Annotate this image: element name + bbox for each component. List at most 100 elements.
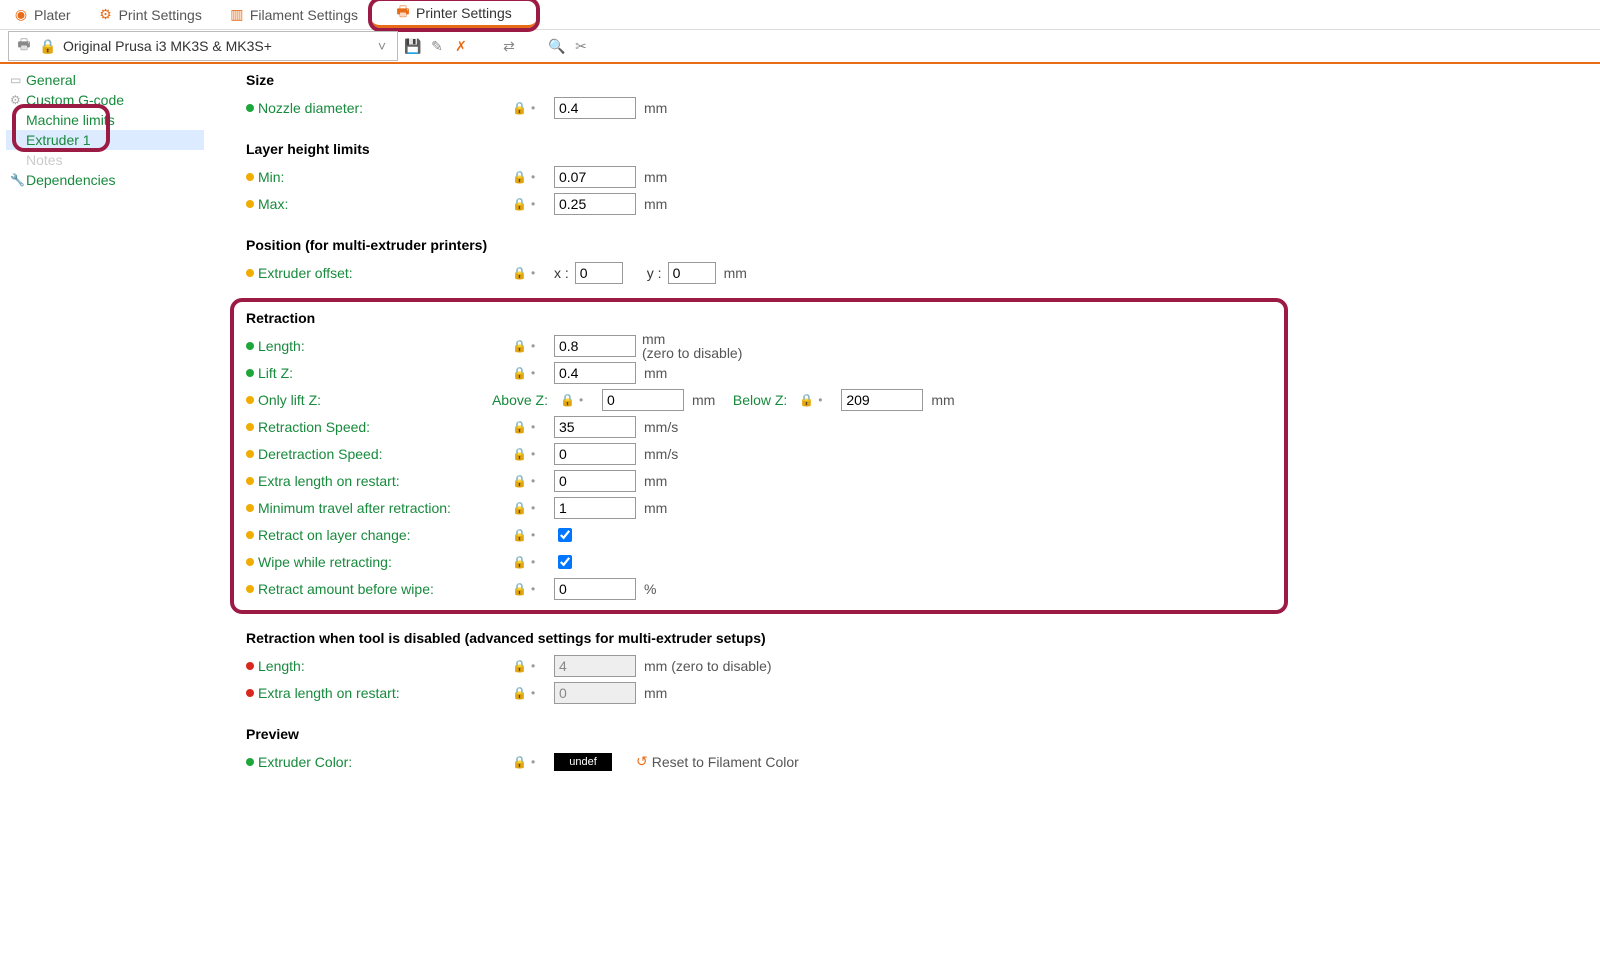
unit-length: mm (zero to disable): [642, 332, 742, 360]
unit-mms: mm/s: [644, 419, 678, 435]
min-travel-input[interactable]: [554, 497, 636, 519]
row-retr-speed: Retraction Speed: 🔒• mm/s: [246, 413, 1272, 440]
liftz-input[interactable]: [554, 362, 636, 384]
sidebar-item-extruder1[interactable]: Extruder 1: [6, 130, 204, 150]
reset-dot-icon[interactable]: •: [531, 528, 535, 542]
row-extra-restart2: Extra length on restart: 🔒• mm: [246, 679, 1584, 706]
unit-mm: mm: [644, 196, 667, 212]
wipe-checkbox[interactable]: [558, 555, 572, 569]
lock-icon[interactable]: 🔒: [512, 686, 527, 700]
sidebar-notes-label: Notes: [26, 152, 63, 168]
preset-select[interactable]: 🖶 🔒 Original Prusa i3 MK3S & MK3S+ ˅: [8, 31, 398, 61]
lock-icon[interactable]: 🔒: [512, 474, 527, 488]
lock-icon[interactable]: 🔒: [512, 420, 527, 434]
reset-dot-icon[interactable]: •: [531, 582, 535, 596]
tab-printer-settings[interactable]: 🖶 Printer Settings: [372, 1, 536, 28]
reset-dot-icon[interactable]: •: [531, 555, 535, 569]
bullet-icon: [246, 396, 254, 404]
sidebar-item-dependencies[interactable]: 🔧 Dependencies: [6, 170, 204, 190]
min-input[interactable]: [554, 166, 636, 188]
reset-dot-icon[interactable]: •: [531, 366, 535, 380]
retr-speed-input[interactable]: [554, 416, 636, 438]
plater-icon: ◉: [14, 8, 28, 22]
nozzle-input[interactable]: [554, 97, 636, 119]
lock-icon[interactable]: 🔒: [512, 755, 527, 769]
unit-mm: mm: [644, 500, 667, 516]
row-extruder-color: Extruder Color: 🔒• undef ↺ Reset to Fila…: [246, 748, 1584, 775]
sidebar: ▭ General ⚙ Custom G-code Machine limits…: [0, 64, 210, 815]
lock-icon[interactable]: 🔒: [512, 528, 527, 542]
spool-icon: ▥: [230, 8, 244, 22]
reset-dot-icon[interactable]: •: [818, 393, 822, 407]
lock-icon[interactable]: 🔒: [512, 339, 527, 353]
lock-icon[interactable]: 🔒: [512, 555, 527, 569]
lock-icon[interactable]: 🔒: [512, 582, 527, 596]
reset-dot-icon[interactable]: •: [531, 197, 535, 211]
reset-dot-icon[interactable]: •: [531, 420, 535, 434]
lock-icon[interactable]: 🔒: [512, 501, 527, 515]
reset-dot-icon[interactable]: •: [531, 686, 535, 700]
label-extra-restart2: Extra length on restart:: [258, 685, 400, 701]
lock-icon[interactable]: 🔒: [512, 366, 527, 380]
tools-icon[interactable]: ✂: [572, 38, 590, 55]
delete-icon[interactable]: ✗: [452, 38, 470, 55]
reset-color-button[interactable]: ↺ Reset to Filament Color: [636, 753, 799, 770]
bullet-icon: [246, 531, 254, 539]
row-length2: Length: 🔒• mm (zero to disable): [246, 652, 1584, 679]
lock-icon[interactable]: 🔒: [512, 101, 527, 115]
lock-icon[interactable]: 🔒: [512, 197, 527, 211]
lock-icon[interactable]: 🔒: [560, 393, 575, 407]
bullet-icon: [246, 342, 254, 350]
lock-icon[interactable]: 🔒: [512, 266, 527, 280]
sidebar-item-machine-limits[interactable]: Machine limits: [6, 110, 204, 130]
gear-icon: ⚙: [10, 93, 22, 107]
retract-layer-checkbox[interactable]: [558, 528, 572, 542]
reset-dot-icon[interactable]: •: [531, 339, 535, 353]
sidebar-item-notes[interactable]: Notes: [6, 150, 204, 170]
sidebar-item-general[interactable]: ▭ General: [6, 70, 204, 90]
reset-dot-icon[interactable]: •: [531, 447, 535, 461]
bullet-icon: [246, 269, 254, 277]
label-liftz: Lift Z:: [258, 365, 293, 381]
extra-restart-input[interactable]: [554, 470, 636, 492]
deretr-speed-input[interactable]: [554, 443, 636, 465]
abovez-input[interactable]: [602, 389, 684, 411]
unit-mm: mm: [724, 265, 747, 281]
tab-printer-label: Printer Settings: [416, 5, 512, 21]
reset-dot-icon[interactable]: •: [531, 266, 535, 280]
lock-icon[interactable]: 🔒: [799, 393, 814, 407]
offset-x-input[interactable]: [575, 262, 623, 284]
search-icon[interactable]: 🔍: [548, 38, 566, 55]
sidebar-general-label: General: [26, 72, 76, 88]
length-input[interactable]: [554, 335, 636, 357]
offset-y-input[interactable]: [668, 262, 716, 284]
max-input[interactable]: [554, 193, 636, 215]
lock-icon[interactable]: 🔒: [512, 659, 527, 673]
lock-icon[interactable]: 🔒: [512, 447, 527, 461]
reset-dot-icon[interactable]: •: [531, 170, 535, 184]
compare-icon[interactable]: ⇄: [500, 38, 518, 55]
reset-dot-icon[interactable]: •: [531, 501, 535, 515]
belowz-input[interactable]: [841, 389, 923, 411]
unit-mm-zero: mm (zero to disable): [644, 658, 772, 674]
tab-filament-settings[interactable]: ▥ Filament Settings: [216, 3, 372, 27]
sidebar-deps-label: Dependencies: [26, 172, 116, 188]
reset-dot-icon[interactable]: •: [531, 755, 535, 769]
save-icon[interactable]: 💾: [404, 38, 422, 55]
color-swatch[interactable]: undef: [554, 753, 612, 771]
section-retraction-disabled: Retraction when tool is disabled (advanc…: [246, 630, 1584, 646]
reset-dot-icon[interactable]: •: [579, 393, 583, 407]
section-size: Size: [246, 72, 1584, 88]
sidebar-item-gcode[interactable]: ⚙ Custom G-code: [6, 90, 204, 110]
row-liftz: Lift Z: 🔒• mm: [246, 359, 1272, 386]
label-max: Max:: [258, 196, 288, 212]
tab-print-settings[interactable]: ⚙ Print Settings: [85, 3, 216, 27]
reset-dot-icon[interactable]: •: [531, 101, 535, 115]
reset-dot-icon[interactable]: •: [531, 659, 535, 673]
tab-plater[interactable]: ◉ Plater: [0, 3, 85, 27]
retract-before-wipe-input[interactable]: [554, 578, 636, 600]
lock-icon[interactable]: 🔒: [512, 170, 527, 184]
label-only-liftz: Only lift Z:: [258, 392, 321, 408]
rename-icon[interactable]: ✎: [428, 38, 446, 55]
reset-dot-icon[interactable]: •: [531, 474, 535, 488]
